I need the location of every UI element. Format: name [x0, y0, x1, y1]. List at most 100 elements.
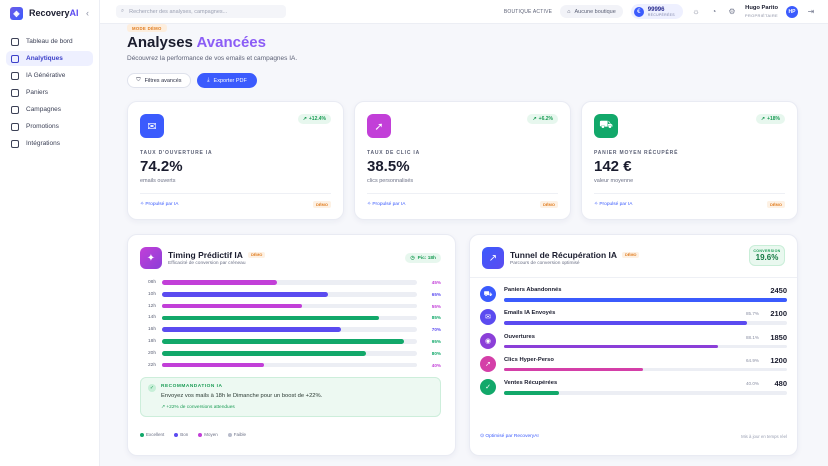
funnel-divider [470, 277, 797, 278]
page-subtitle: Découvrez la performance de vos emails e… [127, 55, 298, 62]
sidebar-item-0[interactable]: Tableau de bord [6, 34, 93, 49]
kpi-trend: ↗ +18% [755, 114, 785, 124]
kpi-powered: ✧ Propulsé par IA [594, 202, 633, 207]
timing-row: 14h 85% [142, 314, 441, 321]
cursor-icon: ➚ [367, 114, 391, 138]
funnel-bar [504, 367, 643, 372]
export-pdf-button[interactable]: ⤓ Exporter PDF [197, 73, 257, 88]
kpi-trend: ↗ +6.2% [527, 114, 558, 124]
sidebar-item-label: Tableau de bord [26, 38, 73, 45]
export-button-label: Exporter PDF [213, 77, 247, 84]
funnel-step: ➚ Clics Hyper-Perso 64.9% 1200 [480, 355, 787, 374]
timing-pct: 40% [431, 362, 441, 368]
timing-bar [162, 280, 277, 285]
sidebar-item-2[interactable]: IA Générative [6, 68, 93, 83]
avatar[interactable]: HP [786, 5, 798, 18]
funnel-step-value: 2100 [770, 309, 787, 319]
nav-icon [11, 37, 19, 46]
kpi-desc: valeur moyenne [594, 178, 634, 184]
timing-bar [162, 362, 264, 368]
funnel-title: Tunnel de Récupération IA DÉMO [510, 250, 640, 260]
timing-track [162, 327, 417, 332]
sidebar-item-1[interactable]: Analytiques [6, 51, 93, 66]
kpi-footer: ✧ Propulsé par IA DÉMO [140, 193, 331, 208]
filters-button-label: Filtres avancés [144, 77, 182, 84]
sidebar-item-5[interactable]: Promotions [6, 119, 93, 134]
sidebar-nav: Tableau de bord Analytiques IA Générative P… [0, 34, 99, 151]
kpi-footer: ✧ Propulsé par IA DÉMO [594, 193, 785, 208]
funnel-track [504, 298, 787, 302]
nav-icon [11, 71, 19, 80]
filters-button[interactable]: ⛉ Filtres avancés [127, 73, 191, 88]
funnel-step-name: Clics Hyper-Perso [504, 356, 554, 363]
sidebar-item-3[interactable]: Paniers [6, 85, 93, 100]
conversion-value: 19.6% [755, 253, 779, 262]
legend-item: Faible [227, 432, 246, 437]
funnel-track [504, 321, 787, 325]
credits-value: 99996 [647, 6, 665, 13]
funnel-step-name: Ouvertures [504, 333, 535, 340]
timing-row: 12h 55% [142, 303, 441, 310]
timing-track [162, 339, 417, 344]
timing-hour: 10h [147, 291, 156, 297]
funnel-bar [504, 344, 718, 349]
logout-icon[interactable]: ⇥ [807, 7, 815, 16]
collapse-sidebar-icon[interactable]: ‹ [86, 8, 89, 18]
sidebar-item-label: Promotions [26, 123, 59, 130]
cart-icon: ⛟ [594, 114, 618, 138]
brand[interactable]: ◈ RecoveryAI ‹ [0, 0, 99, 26]
lightbulb-icon: ✓ [148, 384, 156, 392]
kpi-card-2: ⛟ ↗ +18% PANIER MOYEN RÉCUPÉRÉ 142 € valeur … [581, 101, 798, 220]
funnel-step-pct: 64.9% [745, 357, 759, 363]
kpi-value: 74.2% [140, 158, 183, 175]
timing-hour: 22h [147, 362, 156, 368]
user-info[interactable]: Hugo Parito PROPRIÉTAIRE [745, 5, 778, 19]
timing-track [162, 303, 417, 309]
funnel-bar [504, 321, 747, 325]
sidebar-item-label: Campagnes [26, 106, 62, 113]
timing-track [162, 362, 417, 368]
peak-badge: ◷ Pic: 18h [405, 253, 441, 263]
timing-bar [162, 351, 366, 356]
timing-track [162, 292, 417, 297]
timing-hour: 16h [147, 327, 156, 333]
timing-pct: 80% [431, 350, 441, 356]
nav-icon [11, 139, 19, 148]
sidebar-item-4[interactable]: Campagnes [6, 102, 93, 117]
credits-badge[interactable]: € 99996 RÉCUPÉRÉES [630, 4, 683, 19]
funnel-step-pct: 88.1% [745, 334, 759, 340]
funnel-track [504, 367, 787, 372]
settings-icon[interactable]: ⚙ [728, 7, 736, 16]
legend-item: Excellent [140, 432, 164, 437]
timing-row: 18h 95% [142, 338, 441, 345]
funnel-footer-right: Mis à jour en temps réel [741, 434, 787, 439]
sidebar-item-6[interactable]: Intégrations [6, 136, 93, 151]
notification-icon[interactable]: ◔ [711, 7, 717, 16]
funnel-step: ⛟ Paniers Abandonnés 2450 [480, 286, 787, 304]
mail-icon: ✉ [140, 114, 164, 138]
theme-toggle-icon[interactable]: ☼ [692, 7, 700, 16]
kpi-powered: ✧ Propulsé par IA [367, 202, 406, 207]
check-icon: ✓ [480, 379, 496, 396]
funnel-step: ◉ Ouvertures 88.1% 1850 [480, 332, 787, 351]
search-icon: ⌕ [121, 8, 125, 14]
timing-track [162, 351, 417, 356]
timing-row: 16h 70% [142, 326, 441, 333]
legend-item: Moyen [198, 432, 218, 437]
download-icon: ⤓ [207, 77, 210, 83]
brand-name: RecoveryAI [29, 8, 79, 18]
nav-icon [11, 54, 19, 63]
timing-row: 08h 45% [142, 279, 441, 286]
timing-row: 22h 40% [142, 362, 441, 369]
timing-hour: 14h [147, 315, 156, 321]
timing-track [162, 315, 417, 321]
funnel-step: ✓ Ventes Récupérées 40.0% 480 [480, 379, 787, 397]
eye-icon: ◉ [480, 332, 496, 349]
kpi-powered: ✧ Propulsé par IA [140, 202, 179, 207]
boutique-selector[interactable]: ⌂ Aucune boutique [560, 5, 623, 18]
kpi-footer: ✧ Propulsé par IA DÉMO [367, 193, 558, 208]
search-input[interactable]: ⌕ Rechercher des analyses, campagnes... [116, 5, 286, 18]
timing-bar [162, 303, 303, 309]
timing-legend: Excellent Bon Moyen Faible [140, 432, 246, 437]
funnel-step: ✉ Emails IA Envoyés 85.7% 2100 [480, 309, 787, 327]
